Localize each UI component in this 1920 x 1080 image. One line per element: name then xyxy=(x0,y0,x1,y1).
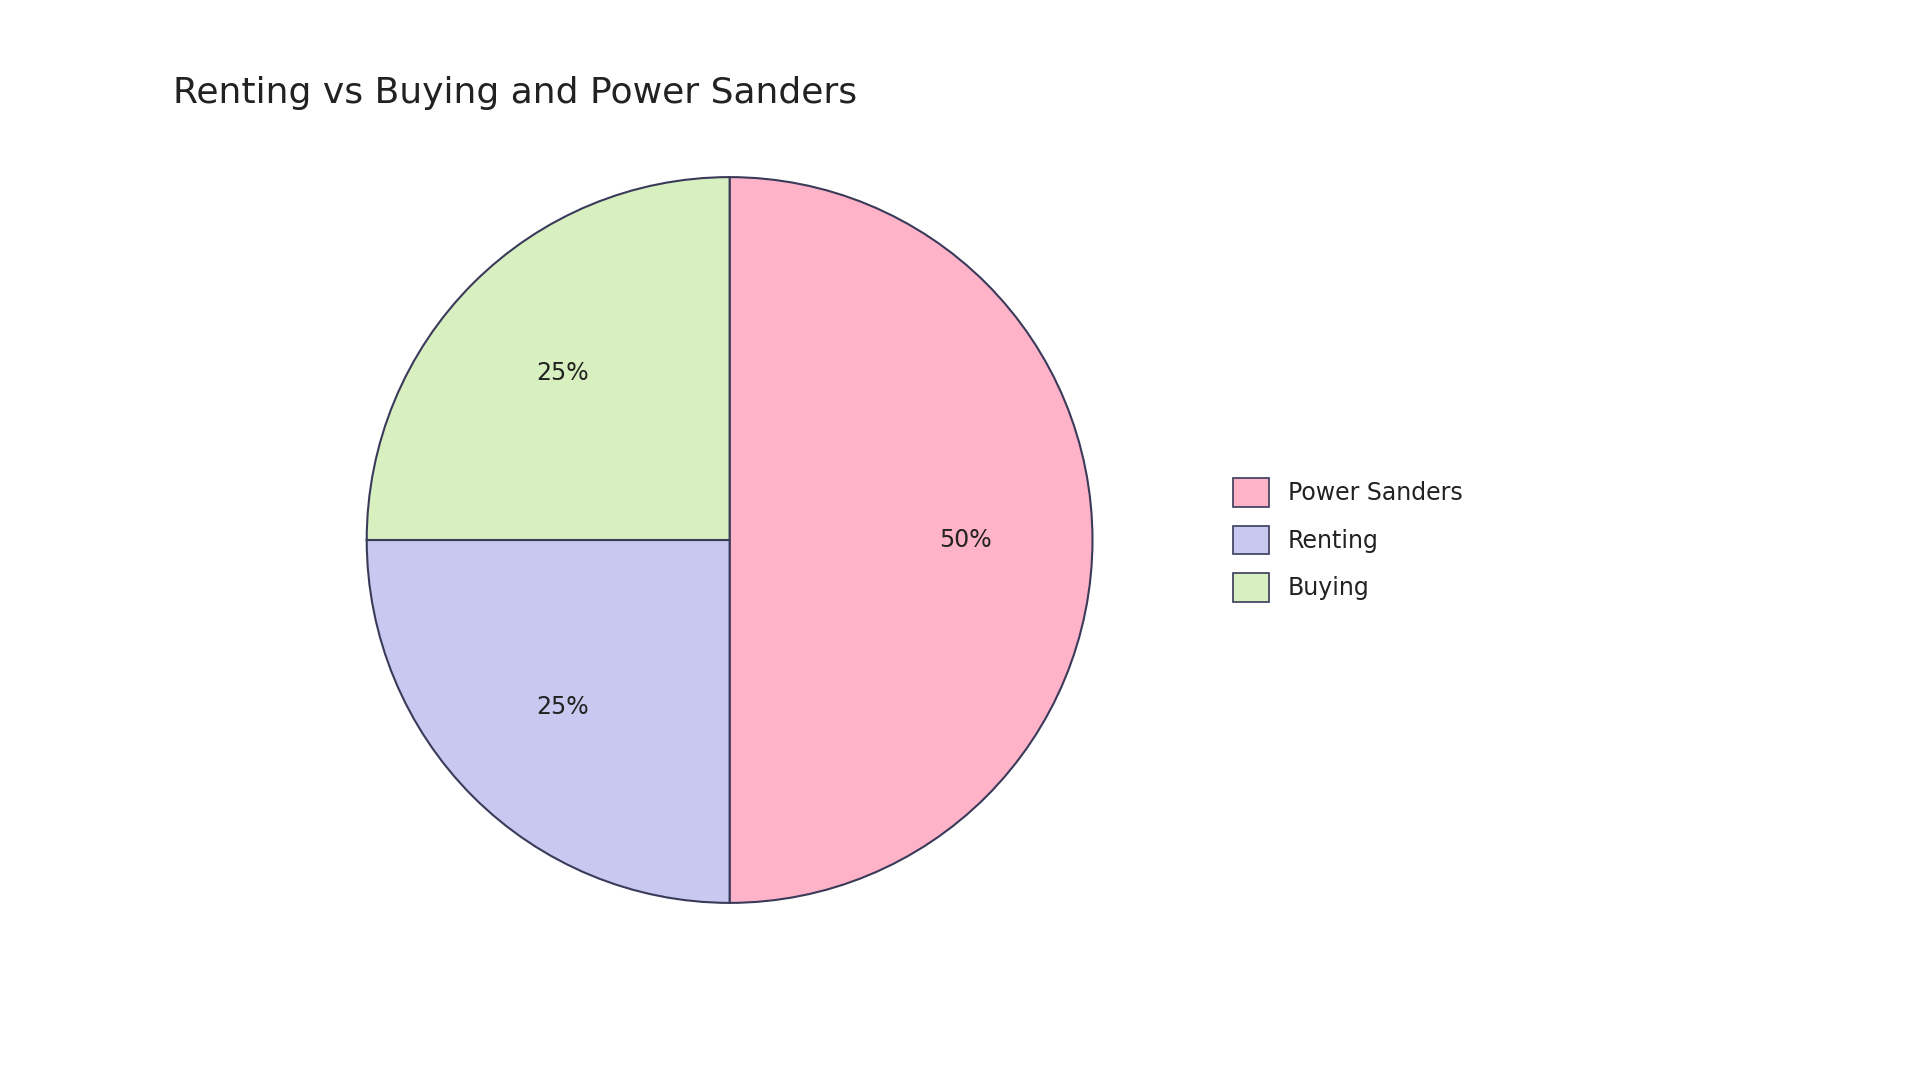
Legend: Power Sanders, Renting, Buying: Power Sanders, Renting, Buying xyxy=(1221,467,1475,613)
Text: 25%: 25% xyxy=(536,694,589,719)
Wedge shape xyxy=(730,177,1092,903)
Wedge shape xyxy=(367,540,730,903)
Text: 50%: 50% xyxy=(939,528,993,552)
Text: 25%: 25% xyxy=(536,361,589,386)
Wedge shape xyxy=(367,177,730,540)
Text: Renting vs Buying and Power Sanders: Renting vs Buying and Power Sanders xyxy=(173,76,856,109)
